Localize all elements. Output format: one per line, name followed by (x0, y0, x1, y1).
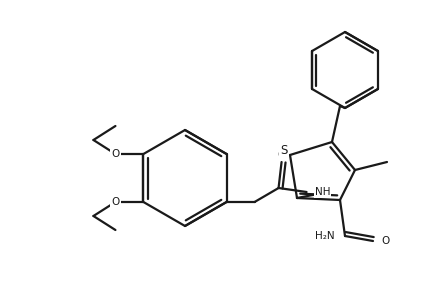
Text: S: S (280, 143, 288, 156)
Text: O: O (111, 149, 119, 159)
Text: H₂N: H₂N (315, 231, 335, 241)
Text: O: O (277, 150, 286, 160)
Text: O: O (111, 197, 119, 207)
Text: O: O (381, 236, 389, 246)
Text: NH: NH (314, 187, 330, 197)
